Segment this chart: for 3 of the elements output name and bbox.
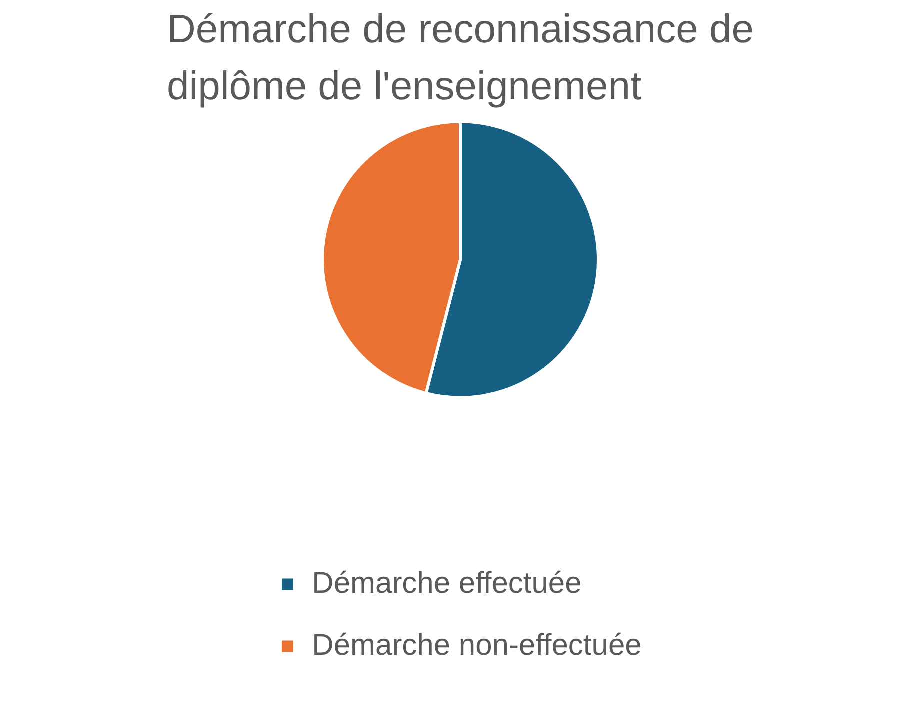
chart-title: Démarche de reconnaissance de diplôme de l'enseignement	[166, 7, 754, 108]
legend-label: Démarche effectuée	[312, 567, 582, 601]
legend-label: Démarche non-effectuée	[312, 629, 642, 663]
